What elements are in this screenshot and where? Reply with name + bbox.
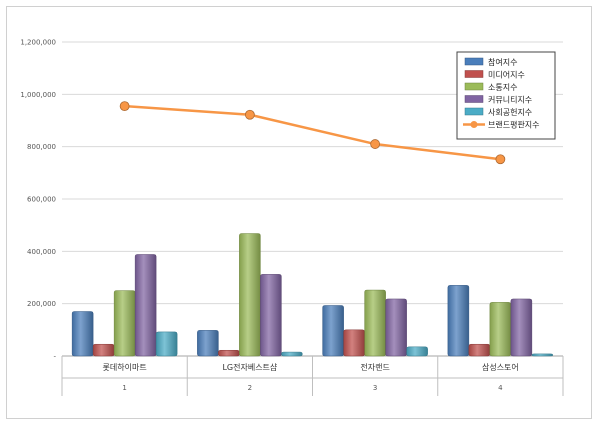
bar (281, 351, 303, 357)
bar (531, 353, 554, 357)
bar (489, 302, 512, 357)
bar (113, 290, 136, 357)
x-category-number: 4 (498, 384, 503, 392)
legend-swatch (464, 95, 484, 103)
y-tick-label: 600,000 (27, 196, 56, 204)
bar (92, 343, 115, 357)
bar (468, 343, 491, 357)
legend-swatch (464, 107, 484, 116)
line-series (119, 101, 506, 165)
legend-swatch-marker (470, 121, 478, 128)
y-tick-label: 800,000 (27, 143, 56, 151)
bar (71, 311, 94, 357)
x-category-label: 롯데하이마트 (103, 362, 147, 372)
legend-label: 참여지수 (488, 57, 517, 67)
bar (134, 254, 157, 357)
bar (364, 289, 386, 357)
x-category-label: 삼성스토어 (482, 362, 519, 372)
legend-label: 커뮤니티지수 (488, 95, 532, 105)
bar (406, 346, 428, 357)
legend-swatch (464, 57, 484, 66)
bar (322, 305, 344, 357)
line-point (370, 139, 381, 149)
y-tick-label: 1,000,000 (20, 91, 56, 99)
bar (510, 298, 533, 357)
legend-swatch (464, 70, 484, 78)
y-tick-label: 1,200,000 (20, 39, 56, 47)
y-tick-label: 400,000 (27, 248, 56, 256)
legend-label: 브랜드평판지수 (488, 120, 540, 130)
legend-label: 소통지수 (488, 83, 517, 92)
bar (385, 298, 407, 357)
x-category-label: 전자랜드 (360, 362, 389, 372)
x-category-number: 3 (373, 384, 377, 392)
bar (155, 331, 178, 357)
line-point (495, 154, 506, 165)
line-point (119, 101, 130, 112)
line-series-path (124, 104, 501, 161)
legend-swatch (464, 82, 484, 91)
bar (239, 233, 261, 357)
x-category-number: 2 (248, 384, 252, 392)
bar (343, 329, 365, 357)
y-tick-label: 200,000 (27, 300, 56, 308)
bar (447, 285, 470, 357)
x-category-label: LG전자베스트샵 (222, 362, 277, 372)
y-tick-label: - (53, 353, 56, 361)
legend-label: 미디어지수 (488, 70, 525, 80)
bar-series (71, 233, 554, 357)
legend-label: 사회공헌지수 (488, 108, 532, 117)
x-category-number: 1 (122, 384, 126, 392)
bar (197, 330, 219, 357)
bar (218, 349, 240, 357)
line-point (244, 109, 255, 120)
bar (260, 274, 282, 357)
